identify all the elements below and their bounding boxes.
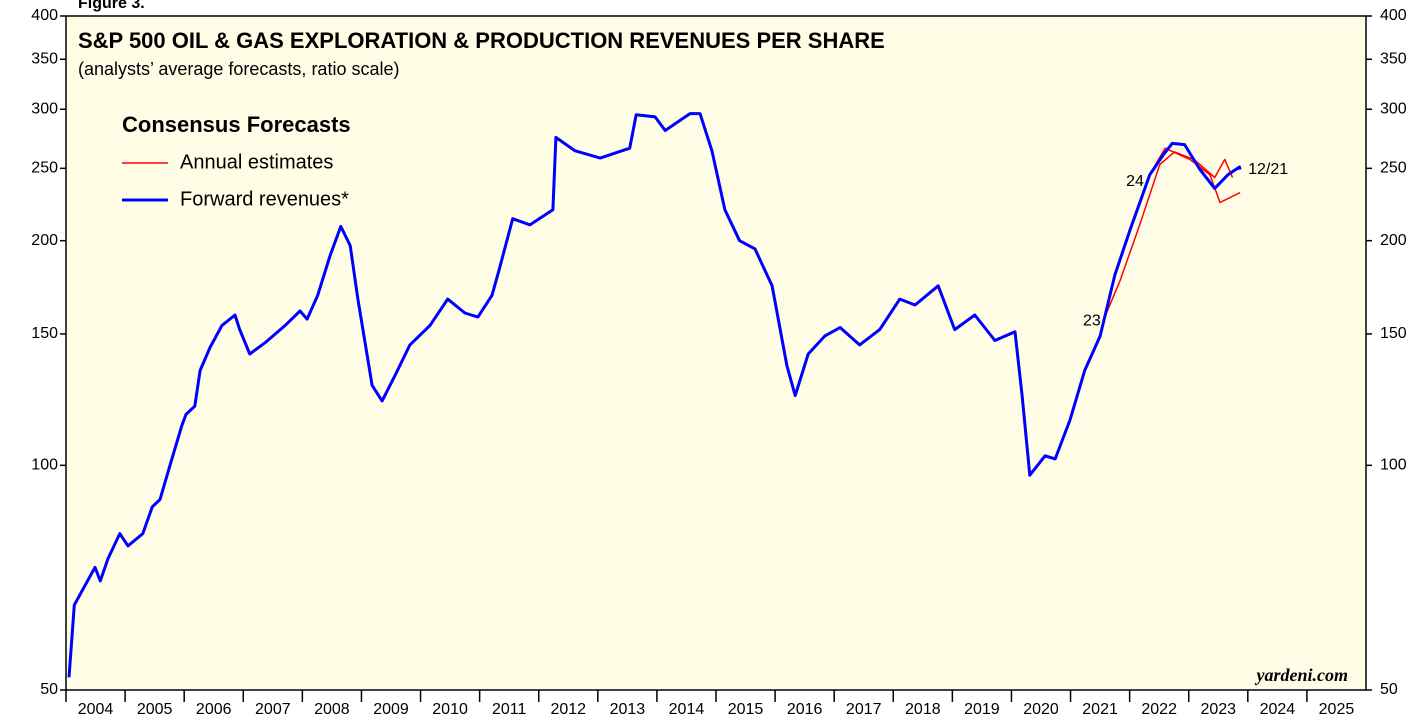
x-tick-label: 2018 [905, 701, 941, 718]
x-tick-label: 2016 [787, 701, 823, 718]
series-line [67, 112, 1242, 678]
series-label: 24 [1126, 173, 1144, 190]
x-tick-label: 2011 [492, 701, 527, 718]
x-tick-label: 2022 [1141, 701, 1177, 718]
x-tick-label: 2017 [846, 701, 882, 718]
y2-tick-label: 50 [1380, 681, 1398, 698]
x-tick-label: 2020 [1023, 701, 1059, 718]
y2-tick-label: 100 [1380, 457, 1407, 474]
x-tick-label: 2005 [137, 701, 173, 718]
y-tick-label: 100 [31, 457, 58, 474]
y-tick-label: 200 [31, 232, 58, 249]
x-tick-label: 2013 [610, 701, 646, 718]
y-tick-label: 350 [31, 50, 58, 67]
x-tick-label: 2024 [1260, 701, 1296, 718]
y-tick-label: 250 [31, 160, 58, 177]
y2-tick-label: 400 [1380, 7, 1407, 24]
x-tick-label: 2006 [196, 701, 232, 718]
y2-tick-label: 250 [1380, 160, 1407, 177]
x-tick-label: 2021 [1082, 701, 1118, 718]
series-label: 12/21 [1248, 161, 1288, 178]
y-tick-label: 400 [31, 7, 58, 24]
x-tick-label: 2012 [550, 701, 586, 718]
x-tick-label: 2010 [432, 701, 468, 718]
x-tick-label: 2025 [1319, 701, 1355, 718]
x-tick-label: 2015 [728, 701, 764, 718]
y2-tick-label: 200 [1380, 232, 1407, 249]
x-tick-label: 2014 [669, 701, 705, 718]
y-tick-label: 300 [31, 100, 58, 117]
plot-area [65, 15, 1367, 691]
x-tick-label: 2019 [964, 701, 1000, 718]
legend-label: Annual estimates [180, 151, 333, 173]
y2-tick-label: 350 [1380, 50, 1407, 67]
legend-title: Consensus Forecasts [122, 112, 351, 137]
chart-title: S&P 500 OIL & GAS EXPLORATION & PRODUCTI… [78, 28, 885, 53]
y2-tick-label: 150 [1380, 325, 1407, 342]
source: yardeni.com [1255, 665, 1349, 685]
x-tick-label: 2007 [255, 701, 291, 718]
y-tick-label: 150 [31, 325, 58, 342]
series-label: 23 [1083, 312, 1101, 329]
y2-tick-label: 300 [1380, 100, 1407, 117]
x-tick-label: 2023 [1200, 701, 1236, 718]
x-tick-label: 2008 [314, 701, 350, 718]
chart-subtitle: (analysts’ average forecasts, ratio scal… [78, 59, 399, 79]
x-tick-label: 2009 [373, 701, 409, 718]
legend-label: Forward revenues* [180, 188, 349, 210]
x-tick-label: 2004 [78, 701, 114, 718]
figure-label: Figure 3. [78, 0, 145, 12]
y-tick-label: 50 [40, 681, 58, 698]
